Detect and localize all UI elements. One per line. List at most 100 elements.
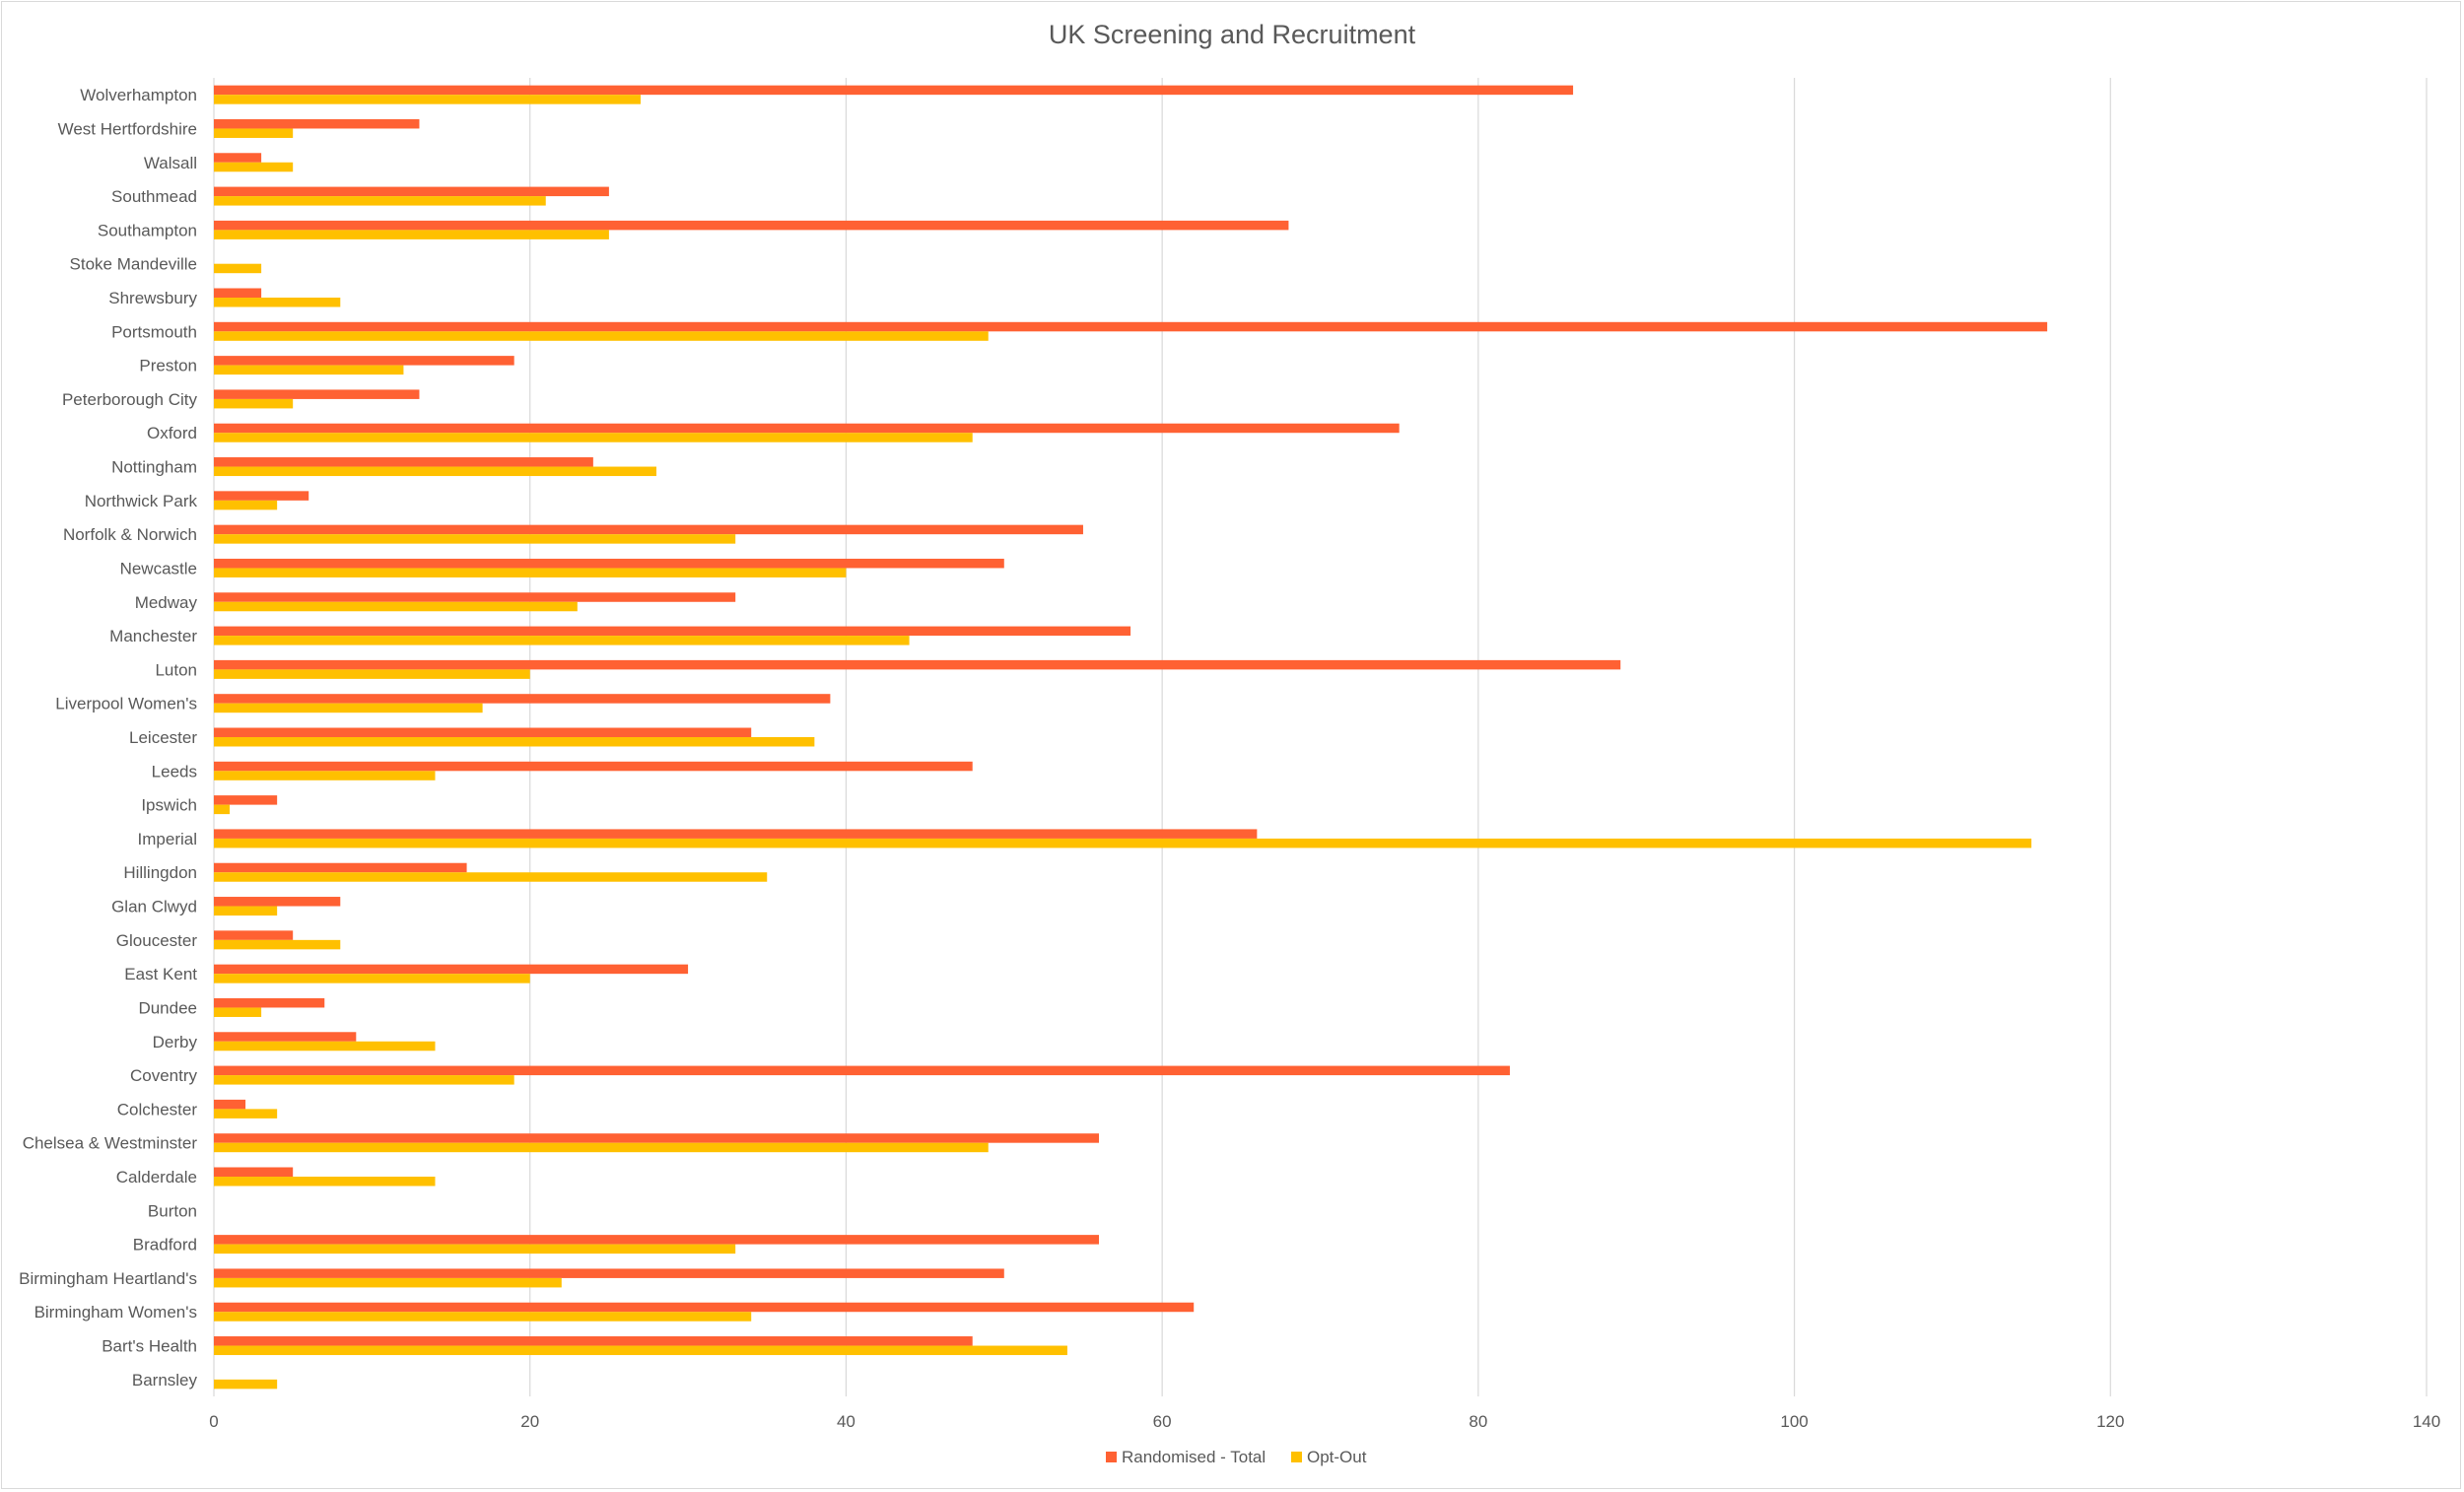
bar-randomised-total xyxy=(214,1099,246,1110)
category-label: East Kent xyxy=(124,965,197,983)
category-label: Nottingham xyxy=(111,458,197,477)
bar-opt-out xyxy=(214,872,768,882)
bar-randomised-total xyxy=(214,1268,1004,1278)
category-label: Ipswich xyxy=(141,796,197,815)
bar-randomised-total xyxy=(214,524,1083,535)
bar-opt-out xyxy=(214,1379,278,1390)
bar-randomised-total xyxy=(214,1167,294,1177)
bar-opt-out xyxy=(214,95,641,104)
bar-randomised-total xyxy=(214,1032,357,1042)
bar-opt-out xyxy=(214,669,530,679)
chart-title: UK Screening and Recruitment xyxy=(1049,20,1416,49)
bar-randomised-total xyxy=(214,997,325,1008)
category-label: Liverpool Women's xyxy=(55,695,197,713)
bar-opt-out xyxy=(214,500,278,510)
bar-opt-out xyxy=(214,737,815,747)
x-tick-label: 120 xyxy=(2096,1412,2124,1431)
bar-opt-out xyxy=(214,771,436,780)
category-label: Stoke Mandeville xyxy=(70,255,197,274)
bar-opt-out xyxy=(214,230,609,239)
bar-randomised-total xyxy=(214,694,831,704)
category-label: Wolverhampton xyxy=(80,86,197,104)
category-label: Bart's Health xyxy=(102,1337,197,1356)
bar-opt-out xyxy=(214,365,404,375)
bar-opt-out xyxy=(214,601,578,612)
bar-randomised-total xyxy=(214,85,1574,96)
bar-opt-out xyxy=(214,298,341,307)
bar-opt-out xyxy=(214,838,2032,848)
bar-opt-out xyxy=(214,636,910,645)
bar-randomised-total xyxy=(214,626,1131,637)
legend: Randomised - Total Opt-Out xyxy=(1106,1448,1367,1466)
bar-randomised-total xyxy=(214,1133,1099,1143)
bar-randomised-total xyxy=(214,829,1258,839)
bar-randomised-total xyxy=(214,1065,1510,1076)
category-label: Gloucester xyxy=(116,931,198,950)
bar-opt-out xyxy=(214,906,278,916)
bar-opt-out xyxy=(214,804,231,815)
category-label: Imperial xyxy=(138,830,197,848)
bar-randomised-total xyxy=(214,592,736,602)
bar-opt-out xyxy=(214,1007,262,1017)
bar-opt-out xyxy=(214,1345,1067,1356)
bar-opt-out xyxy=(214,1142,989,1153)
bars xyxy=(214,85,2048,1390)
category-label: Bradford xyxy=(133,1236,197,1255)
bar-randomised-total xyxy=(214,862,467,873)
bar-opt-out xyxy=(214,534,736,544)
legend-swatch xyxy=(1291,1452,1302,1462)
bar-opt-out xyxy=(214,939,341,950)
bar-opt-out xyxy=(214,1312,752,1322)
legend-label: Opt-Out xyxy=(1307,1448,1367,1466)
category-label: Hillingdon xyxy=(123,863,197,882)
x-tick-label: 80 xyxy=(1469,1412,1487,1431)
category-label: Norfolk & Norwich xyxy=(63,525,197,544)
bar-opt-out xyxy=(214,974,530,983)
x-tick-label: 60 xyxy=(1153,1412,1172,1431)
bar-randomised-total xyxy=(214,423,1400,434)
category-label: Leicester xyxy=(129,728,197,747)
category-label: Burton xyxy=(148,1201,197,1220)
x-tick-label: 100 xyxy=(1780,1412,1808,1431)
category-label: Glan Clwyd xyxy=(111,898,197,916)
bar-randomised-total xyxy=(214,659,1621,670)
bar-opt-out xyxy=(214,331,989,341)
bar-opt-out xyxy=(214,398,294,409)
bar-opt-out xyxy=(214,433,973,442)
bar-randomised-total xyxy=(214,1336,973,1346)
x-tick-label: 140 xyxy=(2413,1412,2440,1431)
bar-opt-out xyxy=(214,1244,736,1255)
bar-opt-out xyxy=(214,263,262,274)
bar-randomised-total xyxy=(214,727,752,737)
bar-randomised-total xyxy=(214,186,609,197)
category-label: Preston xyxy=(139,357,197,375)
bar-randomised-total xyxy=(214,1235,1099,1245)
bar-opt-out xyxy=(214,1075,514,1085)
bar-opt-out xyxy=(214,1277,562,1288)
bar-randomised-total xyxy=(214,761,973,772)
category-label: Derby xyxy=(153,1033,198,1051)
legend-swatch xyxy=(1106,1452,1117,1462)
bar-randomised-total xyxy=(214,1302,1195,1313)
category-label: West Hertfordshire xyxy=(58,119,197,138)
category-label: Colchester xyxy=(117,1100,198,1119)
legend-label: Randomised - Total xyxy=(1122,1448,1266,1466)
bar-opt-out xyxy=(214,1041,436,1051)
category-label: Oxford xyxy=(147,424,197,442)
category-label: Birmingham Heartland's xyxy=(19,1269,197,1288)
category-label: Peterborough City xyxy=(62,390,198,409)
bar-opt-out xyxy=(214,196,546,206)
category-label: Chelsea & Westminster xyxy=(23,1134,198,1153)
bar-randomised-total xyxy=(214,118,420,129)
x-tick-label: 20 xyxy=(520,1412,539,1431)
category-label: Manchester xyxy=(109,627,197,645)
bar-opt-out xyxy=(214,128,294,138)
x-tick-label: 40 xyxy=(837,1412,856,1431)
bar-randomised-total xyxy=(214,491,309,501)
category-labels: Wolverhampton West Hertfordshire Walsall So… xyxy=(19,86,197,1390)
category-label: Southampton xyxy=(98,221,197,239)
category-label: Luton xyxy=(155,660,197,679)
bar-opt-out xyxy=(214,1177,436,1187)
bar-randomised-total xyxy=(214,457,593,467)
